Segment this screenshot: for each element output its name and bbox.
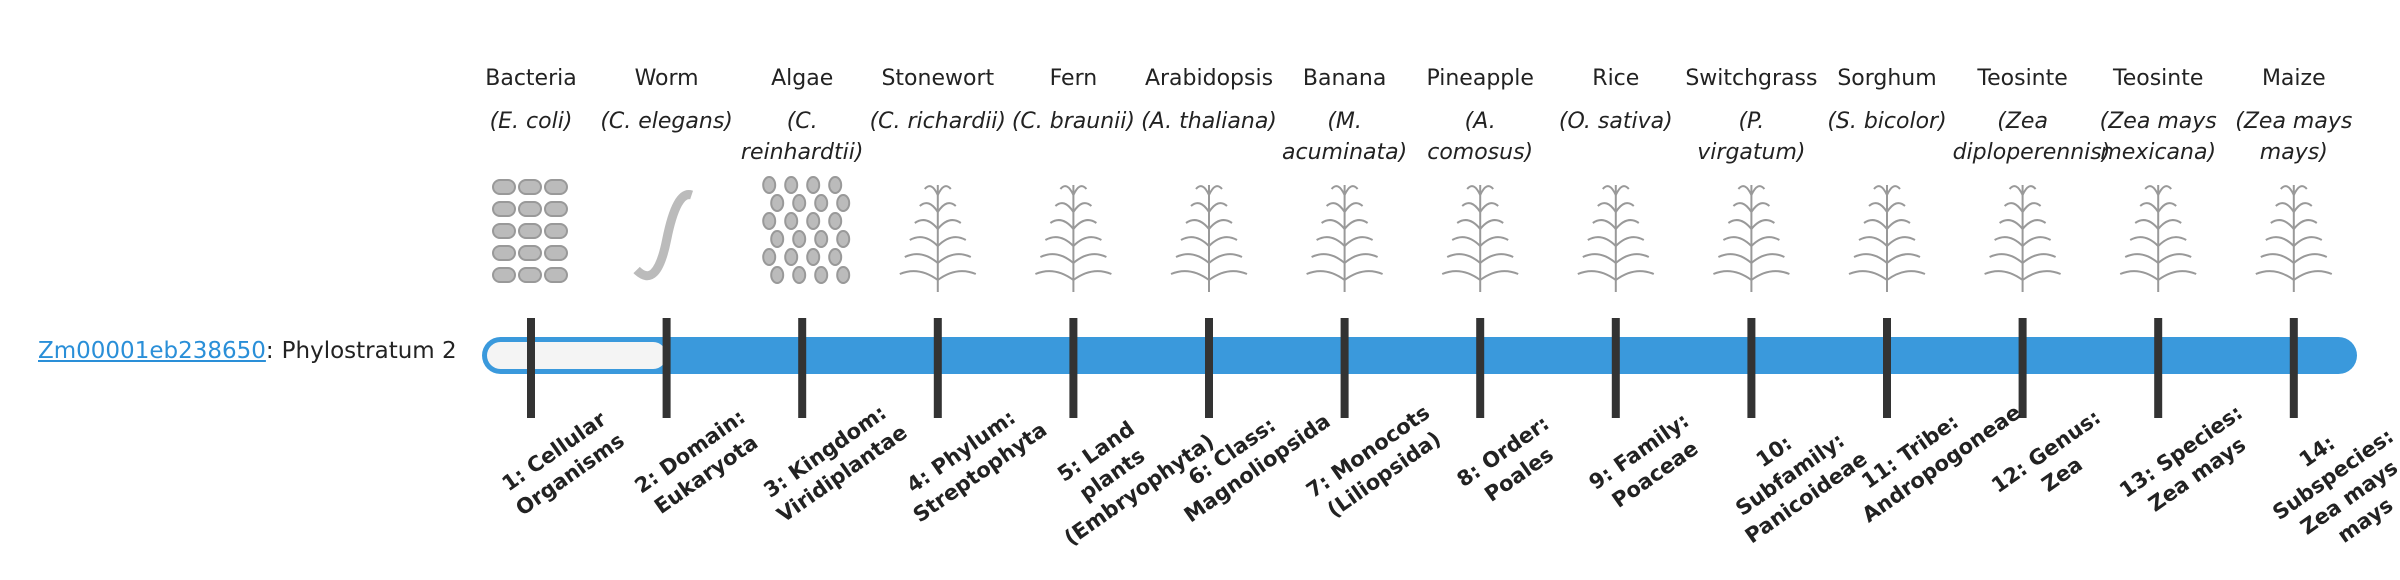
tick: [1205, 318, 1213, 418]
organism-illustration: [1577, 185, 1655, 292]
gene-row: Zm00001eb238650: Phylostratum 2: [38, 338, 457, 364]
tick: [1883, 318, 1891, 418]
tick: [1747, 318, 1756, 418]
organism-illustration: [1984, 185, 2061, 292]
species-name: (P. virgatum): [1697, 109, 1806, 165]
tick: [2154, 318, 2163, 418]
species-name: (A. comosus): [1427, 109, 1534, 165]
tick: [2289, 318, 2298, 418]
organism-illustration: [1035, 185, 1112, 292]
organism-name: Switchgrass: [1685, 66, 1818, 91]
organism-name: Teosinte: [1977, 66, 2068, 91]
species-name: (C. reinhardtii): [740, 109, 864, 165]
stratum-value: 2: [442, 338, 457, 364]
species-name: (C. elegans): [600, 109, 733, 134]
species-name: (C. richardii): [869, 109, 1007, 134]
tick: [1611, 318, 1620, 418]
organism-name: Algae: [771, 66, 834, 91]
species-name: (S. bicolor): [1827, 109, 1947, 134]
organism-name: Stonewort: [881, 66, 995, 91]
organism-illustration: [492, 179, 568, 283]
tick: [2018, 318, 2027, 418]
species-name: (M. acuminata): [1282, 109, 1408, 165]
tick: [1476, 318, 1485, 418]
progress-bar: [482, 337, 2357, 374]
tick: [527, 318, 535, 418]
organism-name: Arabidopsis: [1144, 66, 1274, 91]
species-name: (Zea mays mays): [2235, 109, 2353, 165]
species-name: (E. coli): [489, 109, 573, 134]
species-name: (Zea mays mexicana): [2099, 109, 2217, 165]
organism-name: Banana: [1302, 66, 1387, 91]
tick: [798, 318, 807, 418]
species-name: (C. braunii): [1011, 109, 1135, 134]
organism-name: Fern: [1049, 66, 1098, 91]
tick: [933, 318, 942, 418]
organism-illustration: [2119, 185, 2197, 292]
organism-illustration: [899, 185, 977, 292]
organism-illustration: [1848, 185, 1926, 292]
organism-name: Sorghum: [1837, 66, 1937, 91]
species-name: (O. sativa): [1558, 109, 1673, 134]
species-name: (Zea diploperennis): [1952, 109, 2111, 165]
organism-name: Bacteria: [485, 66, 577, 91]
tick: [662, 318, 671, 418]
tick: [1069, 318, 1078, 418]
organism-illustration: [762, 176, 851, 284]
organism-illustration: [1441, 185, 1519, 292]
organism-illustration: [1170, 185, 1248, 292]
organism-name: Worm: [634, 66, 699, 91]
organism-illustration: [2255, 185, 2333, 292]
stratum-fill: [487, 342, 667, 369]
stratum-label: Phylostratum: [281, 338, 435, 364]
organism-illustration: [633, 190, 694, 281]
organism-illustration: [1713, 185, 1790, 292]
tick: [1340, 318, 1349, 418]
organism-name: Rice: [1592, 66, 1640, 91]
gene-link[interactable]: Zm00001eb238650: [38, 338, 266, 364]
separator: :: [265, 338, 274, 364]
organism-name: Pineapple: [1426, 66, 1534, 91]
organism-illustration: [1306, 185, 1383, 292]
species-name: (A. thaliana): [1141, 109, 1277, 134]
organism-name: Teosinte: [2113, 66, 2204, 91]
organism-name: Maize: [2261, 66, 2326, 91]
